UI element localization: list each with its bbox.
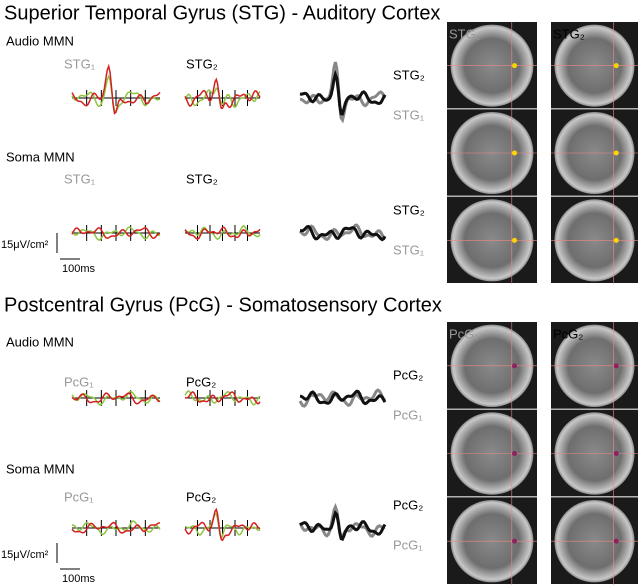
overlay-grey	[298, 223, 387, 242]
overlay-black	[299, 69, 387, 116]
trace-red	[184, 77, 261, 110]
row-label: Audio MMN	[6, 33, 74, 48]
trace-label: STG₂	[186, 171, 218, 186]
electrode	[512, 451, 517, 456]
trace-green	[71, 226, 161, 241]
scale-amplitude: 15μV/cm²	[1, 549, 49, 561]
electrode	[613, 237, 619, 243]
trace-red	[184, 391, 261, 405]
electrode	[613, 451, 619, 456]
electrode	[613, 63, 619, 69]
section-title: Superior Temporal Gyrus (STG) - Auditory…	[4, 2, 440, 24]
trace-red	[184, 507, 261, 542]
scale-time: 100ms	[62, 263, 96, 275]
electrode	[613, 363, 619, 369]
scale-amplitude: 15μV/cm²	[1, 239, 49, 251]
overlay-label: STG₂	[393, 67, 425, 82]
mri-label: PcG₁	[449, 326, 479, 341]
overlay-label: PcG₂	[393, 497, 423, 512]
trace-label: PcG₂	[186, 374, 216, 389]
trace-red	[71, 392, 161, 405]
overlay-black	[299, 389, 387, 406]
overlay-label: STG₂	[393, 202, 425, 217]
trace-label: STG₁	[64, 171, 96, 186]
electrode	[512, 363, 517, 369]
scale-time: 100ms	[62, 573, 96, 585]
overlay-label: PcG₁	[393, 407, 423, 422]
trace-label: STG₁	[64, 56, 96, 71]
electrode	[613, 150, 619, 156]
trace-red	[71, 63, 161, 115]
overlay-label: STG₁	[393, 107, 425, 122]
mri-label: STG₂	[553, 26, 585, 41]
trace-green	[184, 513, 261, 540]
row-label: Soma MMN	[6, 461, 75, 476]
trace-green	[184, 225, 261, 241]
electrode	[613, 538, 619, 544]
mri-label: PcG₂	[553, 326, 583, 341]
trace-red	[71, 521, 161, 534]
trace-red	[184, 226, 261, 240]
overlay-label: PcG₁	[393, 537, 423, 552]
trace-red	[71, 226, 161, 240]
overlay-black	[299, 224, 387, 242]
trace-label: PcG₂	[186, 489, 216, 504]
trace-label: PcG₁	[64, 489, 94, 504]
row-label: Audio MMN	[6, 334, 74, 349]
overlay-black	[299, 510, 387, 541]
electrode	[512, 237, 517, 243]
section-title: Postcentral Gyrus (PcG) - Somatosensory …	[4, 294, 442, 316]
row-label: Soma MMN	[6, 149, 75, 164]
trace-label: PcG₁	[64, 374, 94, 389]
electrode	[512, 63, 517, 69]
trace-green	[72, 520, 161, 536]
mri-label: STG₁	[449, 26, 481, 41]
trace-green	[184, 87, 261, 109]
overlay-label: PcG₂	[393, 367, 423, 382]
electrode	[512, 538, 517, 544]
overlay-grey	[299, 61, 387, 124]
electrode	[512, 150, 517, 156]
overlay-label: STG₁	[393, 242, 425, 257]
trace-label: STG₂	[186, 56, 218, 71]
